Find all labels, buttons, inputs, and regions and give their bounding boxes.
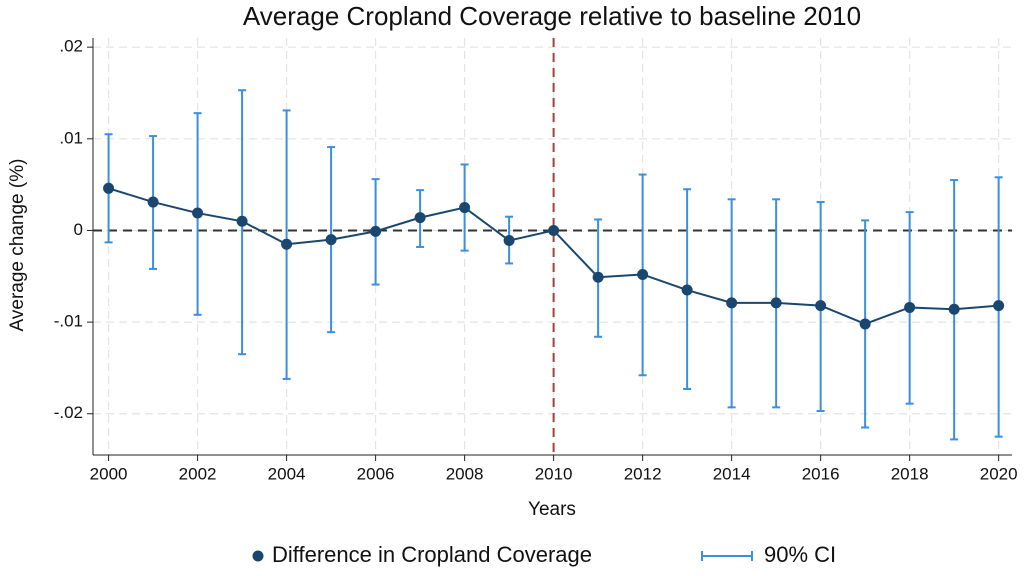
data-point: [325, 234, 337, 246]
x-tick-label: 2004: [268, 464, 306, 483]
y-tick-label: .01: [59, 128, 83, 147]
legend-label: 90% CI: [764, 542, 836, 567]
data-point: [993, 300, 1005, 312]
data-point: [370, 225, 382, 237]
data-point: [281, 238, 293, 250]
y-tick-label: -.01: [54, 312, 83, 331]
x-tick-label: 2008: [446, 464, 484, 483]
data-point: [770, 297, 782, 309]
data-point: [859, 318, 871, 330]
y-tick-label: 0: [74, 220, 83, 239]
x-tick-label: 2000: [90, 464, 128, 483]
data-point: [503, 235, 515, 247]
chart-title: Average Cropland Coverage relative to ba…: [243, 1, 861, 31]
data-point: [459, 202, 471, 214]
data-point: [637, 268, 649, 280]
x-tick-label: 2006: [357, 464, 395, 483]
x-tick-label: 2018: [891, 464, 929, 483]
data-point: [815, 300, 827, 312]
legend-marker: [252, 550, 264, 562]
data-point: [681, 284, 693, 296]
data-point: [592, 271, 604, 283]
legend-label: Difference in Cropland Coverage: [272, 542, 592, 567]
data-point: [548, 224, 560, 236]
x-tick-label: 2016: [802, 464, 840, 483]
data-point: [948, 303, 960, 315]
y-axis-title: Average change (%): [7, 159, 28, 332]
data-point: [904, 301, 916, 313]
x-tick-label: 2020: [980, 464, 1018, 483]
x-tick-label: 2002: [179, 464, 217, 483]
y-tick-label: -.02: [54, 403, 83, 422]
x-axis-title: Years: [528, 499, 576, 520]
data-point: [726, 297, 738, 309]
x-tick-label: 2014: [713, 464, 751, 483]
y-tick-label: .02: [59, 37, 83, 56]
data-point: [236, 215, 248, 227]
data-point: [414, 212, 426, 224]
data-point: [147, 196, 159, 208]
x-tick-label: 2012: [624, 464, 662, 483]
x-tick-label: 2010: [535, 464, 573, 483]
data-point: [192, 207, 204, 219]
data-point: [103, 182, 115, 194]
